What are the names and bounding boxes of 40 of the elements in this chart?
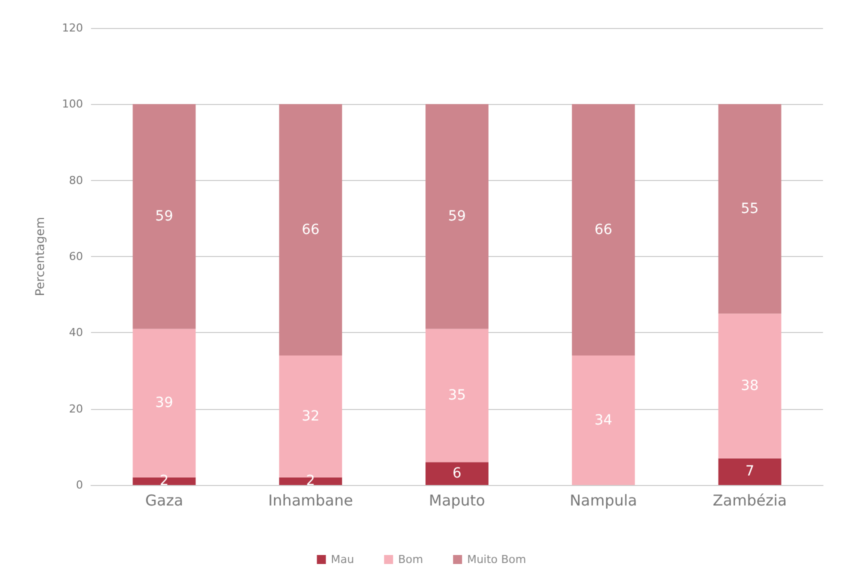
data-label: 59	[155, 208, 174, 225]
bar	[572, 104, 635, 356]
y-tick-label: 80	[69, 174, 83, 187]
data-label: 35	[448, 388, 466, 404]
y-tick-label: 60	[69, 250, 83, 263]
y-tick-label: 40	[69, 326, 83, 340]
bar	[132, 104, 196, 329]
x-tick-label: Gaza	[145, 492, 184, 510]
x-tick-label: Maputo	[428, 492, 486, 510]
y-tick-label: 120	[62, 22, 83, 34]
data-label: 2	[160, 473, 169, 490]
y-tick-label: 20	[69, 402, 83, 416]
data-label: 32	[302, 408, 320, 424]
data-label: 7	[745, 464, 754, 480]
bar	[279, 104, 342, 356]
bar	[426, 104, 488, 329]
data-label: 66	[302, 222, 320, 238]
y-tick-label: 0	[76, 478, 83, 492]
data-label: 2	[306, 473, 316, 490]
data-label: 34	[594, 412, 612, 428]
bar	[718, 458, 782, 485]
y-axis-title: Percentagem	[33, 216, 47, 296]
bar	[718, 104, 782, 314]
bar	[572, 356, 635, 485]
x-tick-label: Inhambane	[268, 492, 353, 510]
data-label: 39	[155, 395, 174, 412]
data-label: 59	[448, 208, 466, 225]
bar	[426, 462, 488, 485]
y-tick-label: 100	[62, 98, 83, 111]
bar	[718, 314, 782, 458]
x-tick-label: Nampula	[570, 492, 638, 510]
legend-label: Bom	[398, 553, 424, 566]
data-label: 38	[740, 378, 759, 394]
legend-label: Mau	[330, 553, 354, 566]
bar	[426, 328, 488, 462]
data-label: 6	[452, 466, 462, 482]
x-tick-label: Zambézia	[712, 492, 787, 510]
data-label: 66	[594, 222, 612, 238]
legend-label: Muito Bom	[467, 553, 526, 566]
data-label: 55	[740, 200, 759, 217]
